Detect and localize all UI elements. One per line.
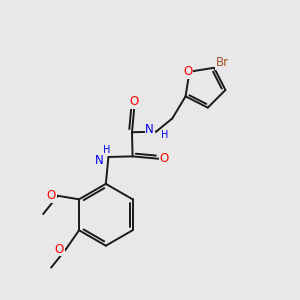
Text: O: O	[159, 152, 168, 165]
Text: O: O	[47, 189, 56, 202]
Text: H: H	[103, 146, 111, 155]
Text: N: N	[94, 154, 103, 167]
Text: O: O	[55, 243, 64, 256]
Text: O: O	[183, 65, 193, 78]
Text: H: H	[161, 130, 168, 140]
Text: O: O	[130, 95, 139, 108]
Text: Br: Br	[216, 56, 229, 69]
Text: N: N	[145, 123, 154, 136]
